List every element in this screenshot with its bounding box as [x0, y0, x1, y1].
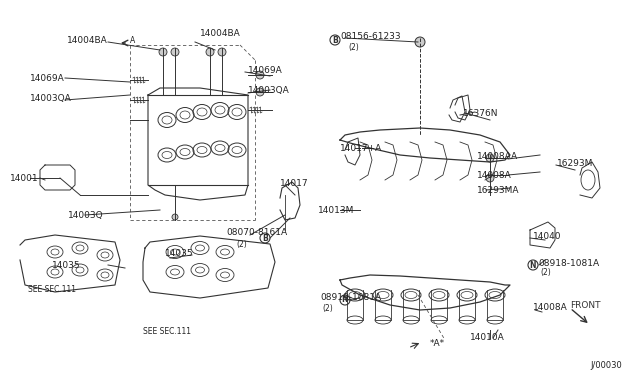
Text: B: B: [332, 35, 338, 45]
Text: 14001: 14001: [10, 173, 38, 183]
Text: 14069A: 14069A: [248, 65, 283, 74]
Text: 14017+A: 14017+A: [340, 144, 382, 153]
Text: N: N: [342, 295, 348, 305]
Text: 08918-1081A: 08918-1081A: [538, 259, 599, 267]
Text: B: B: [262, 234, 268, 243]
Text: 14004BA: 14004BA: [200, 29, 241, 38]
Circle shape: [256, 71, 264, 79]
Text: 14069A: 14069A: [30, 74, 65, 83]
Text: 14035: 14035: [165, 248, 194, 257]
Text: 14008A: 14008A: [533, 304, 568, 312]
Text: 14017: 14017: [280, 179, 308, 187]
Text: SEE SEC.111: SEE SEC.111: [28, 285, 76, 295]
Circle shape: [171, 48, 179, 56]
Text: (2): (2): [348, 42, 359, 51]
Text: (2): (2): [322, 304, 333, 312]
Circle shape: [486, 174, 494, 182]
Text: 14003Q: 14003Q: [68, 211, 104, 219]
Text: 08070-8161A: 08070-8161A: [226, 228, 287, 237]
Text: 14040: 14040: [533, 231, 561, 241]
Circle shape: [206, 48, 214, 56]
Text: 14010A: 14010A: [470, 333, 505, 341]
Circle shape: [218, 48, 226, 56]
Text: FRONT: FRONT: [570, 301, 600, 310]
Text: 14003QA: 14003QA: [30, 93, 72, 103]
Text: N: N: [530, 260, 536, 269]
Text: 16376N: 16376N: [463, 109, 499, 118]
Text: 08156-61233: 08156-61233: [340, 32, 401, 41]
Text: 16293M: 16293M: [557, 158, 593, 167]
Text: *A*: *A*: [430, 339, 445, 347]
Text: 14035: 14035: [52, 260, 81, 269]
Text: J/00030: J/00030: [590, 360, 621, 369]
Text: 14013M: 14013M: [318, 205, 355, 215]
Circle shape: [256, 88, 264, 96]
Circle shape: [486, 154, 494, 162]
Text: 16293MA: 16293MA: [477, 186, 520, 195]
Text: SEE SEC.111: SEE SEC.111: [143, 327, 191, 337]
Text: (2): (2): [236, 240, 247, 248]
Circle shape: [159, 48, 167, 56]
Text: 08919-1081A: 08919-1081A: [320, 294, 381, 302]
Text: 14004BA: 14004BA: [67, 35, 108, 45]
Circle shape: [172, 214, 178, 220]
Text: (2): (2): [540, 269, 551, 278]
Text: A: A: [130, 35, 135, 45]
Text: 14003QA: 14003QA: [248, 86, 290, 94]
Circle shape: [415, 37, 425, 47]
Text: 14008AA: 14008AA: [477, 151, 518, 160]
Text: 14008A: 14008A: [477, 170, 512, 180]
